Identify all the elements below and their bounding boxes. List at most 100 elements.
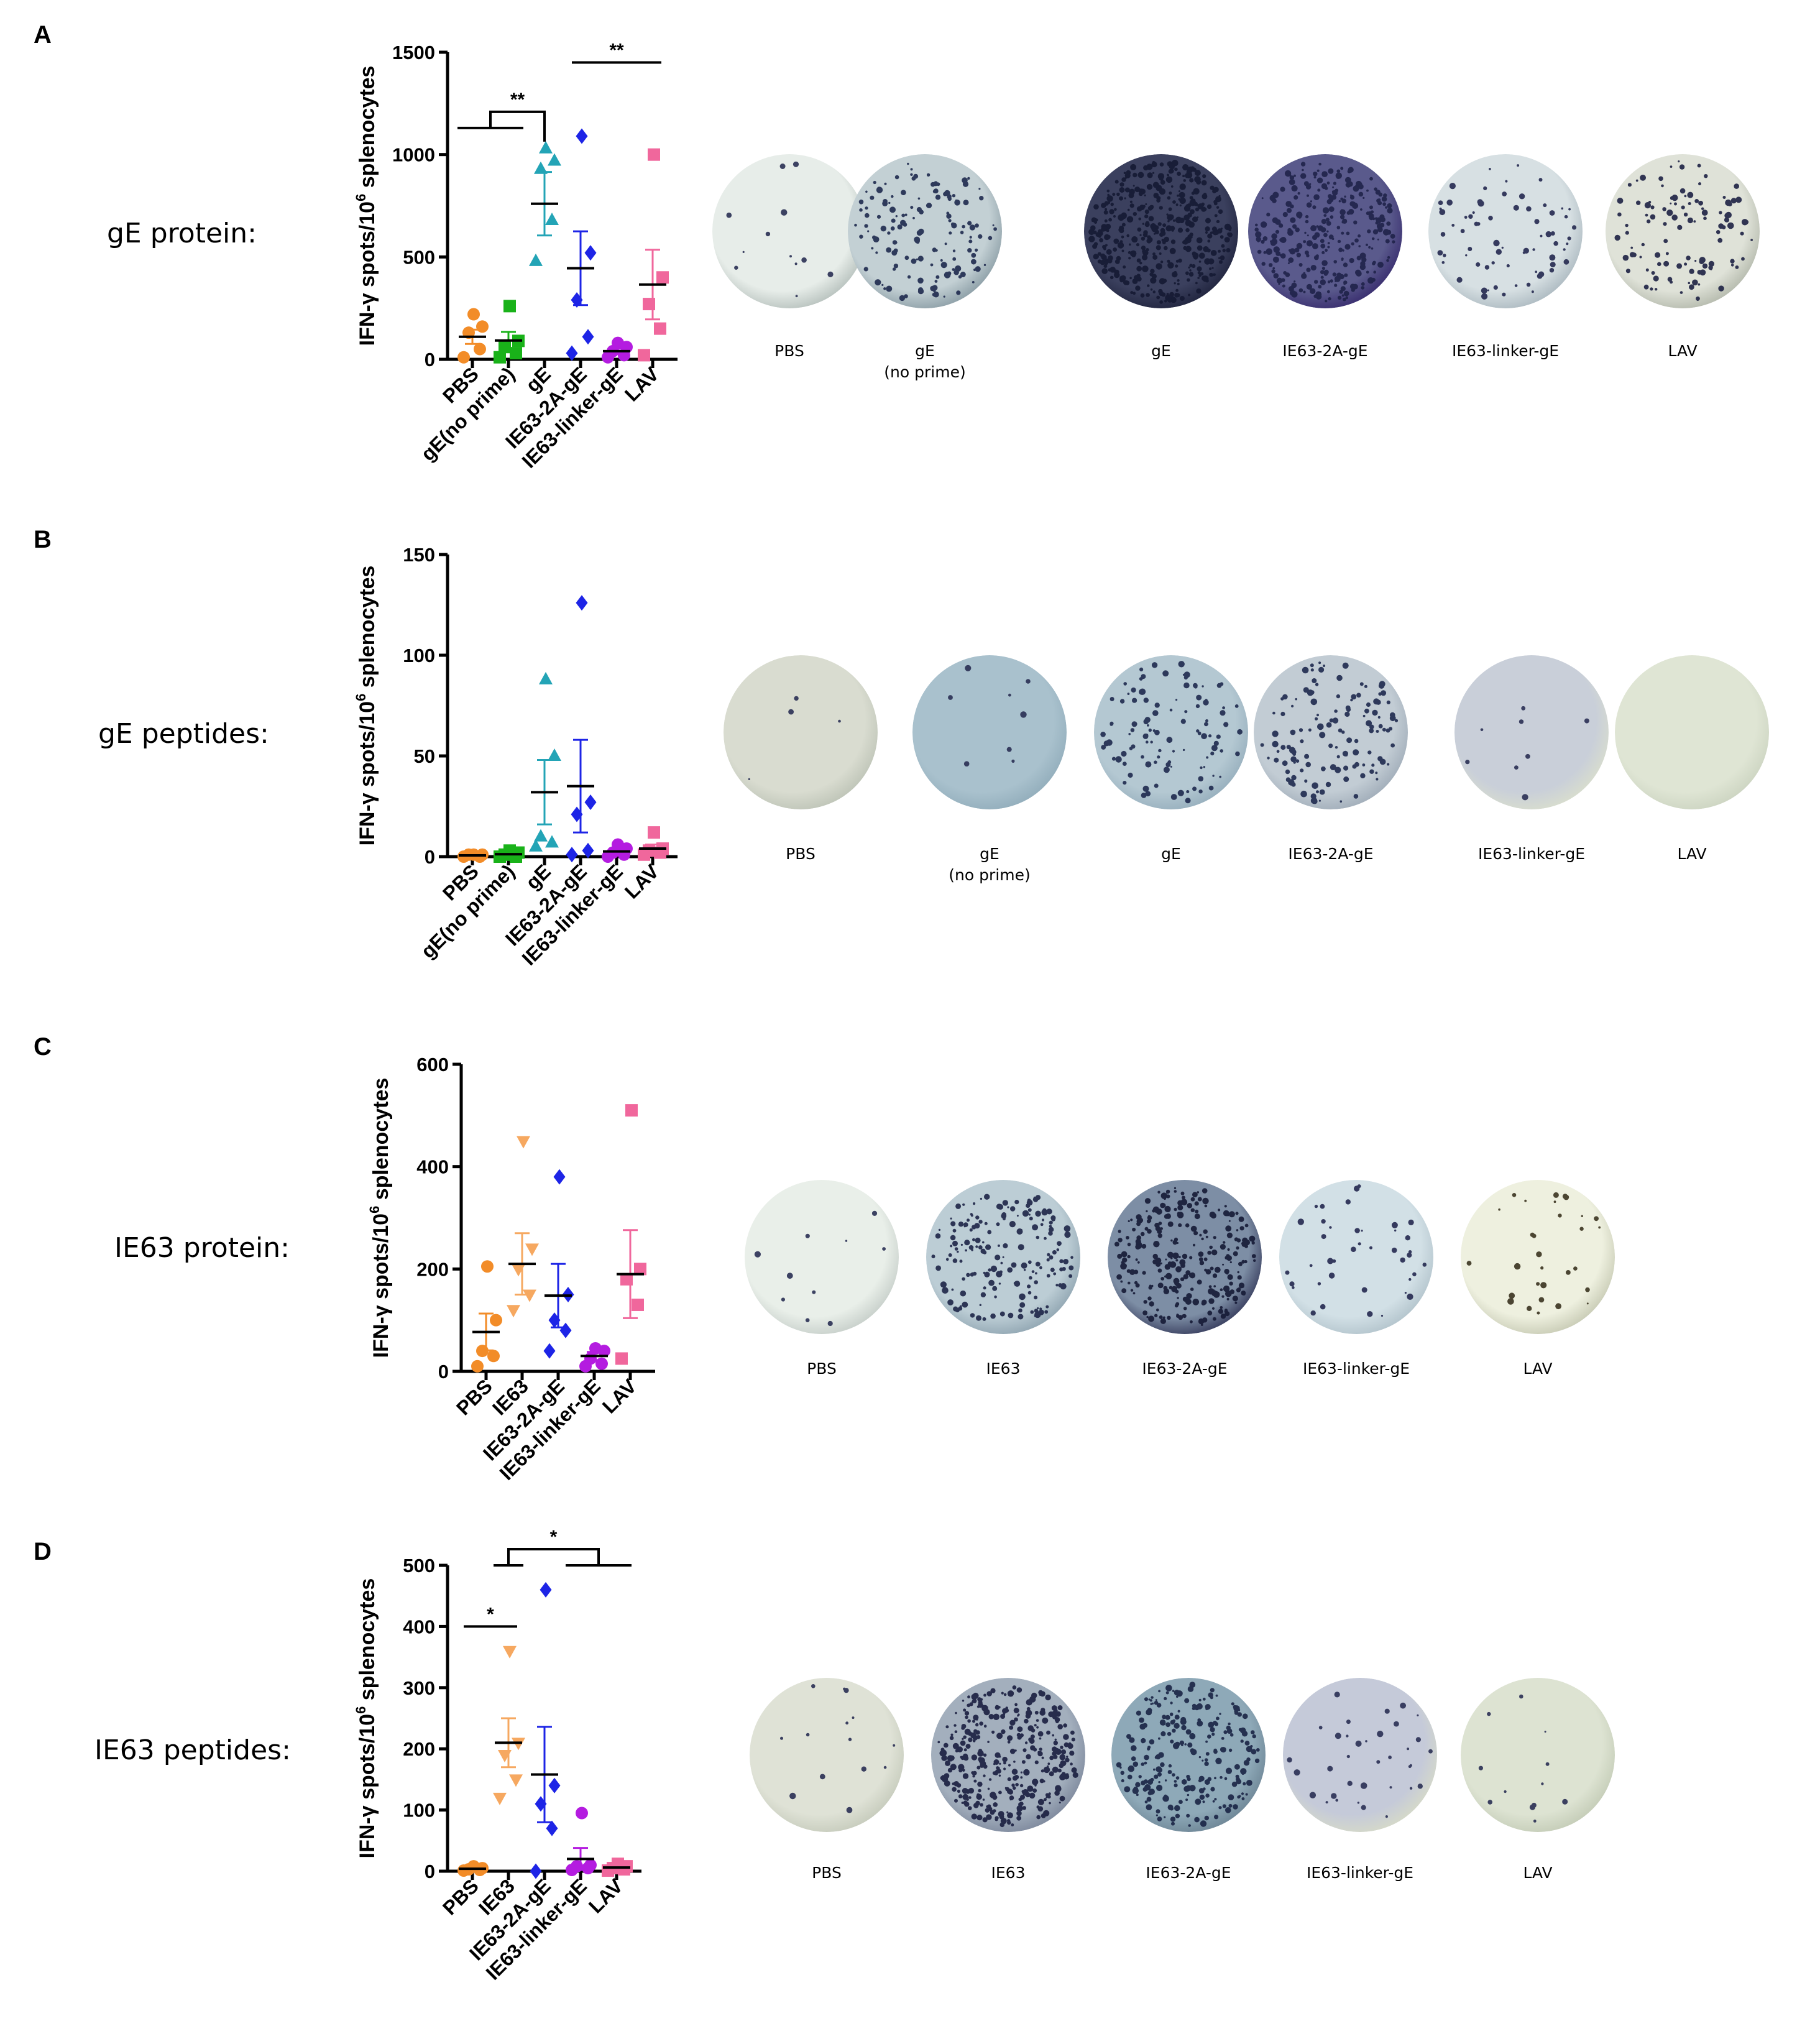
well-spot (988, 236, 993, 241)
well-spot (1310, 225, 1317, 232)
well-background (1279, 1180, 1433, 1334)
well-spot (1328, 743, 1333, 748)
well-spot (795, 295, 798, 298)
well-spot (952, 257, 957, 261)
data-point (471, 1360, 484, 1373)
well-spot (1173, 1278, 1180, 1284)
well-spot (1049, 1255, 1054, 1260)
well-spot (1512, 1193, 1517, 1197)
x-tick-label-pbs: PBS (452, 1374, 497, 1419)
well-spot (1146, 1219, 1151, 1223)
well-spot (1144, 717, 1151, 723)
well-spot (1273, 273, 1279, 279)
well-label-text: IE63-2A-gE (1146, 1864, 1231, 1882)
well-spot (1042, 1208, 1047, 1212)
well-spot (1130, 728, 1135, 732)
well-spot (1199, 1794, 1205, 1800)
well-spot (1716, 230, 1721, 234)
well-spot (1326, 182, 1330, 185)
well-spot (1203, 1257, 1208, 1261)
well-spot (1146, 293, 1150, 297)
well-spot (1188, 266, 1190, 269)
well-spot (1159, 1315, 1163, 1319)
well-spot (1451, 224, 1455, 227)
well-spot (1688, 202, 1691, 205)
well-spot (1655, 252, 1661, 258)
well-spot (1034, 1711, 1039, 1715)
well-spot (955, 1711, 957, 1715)
well-spot (953, 1306, 958, 1312)
well-spot (1702, 263, 1708, 269)
well-spot (1318, 799, 1321, 802)
well-spot (1210, 185, 1215, 190)
well-spot (1032, 1788, 1037, 1793)
well-spot (983, 1764, 988, 1769)
well-spot (1304, 753, 1310, 759)
well-spot (1190, 1320, 1193, 1324)
well-spot (882, 1247, 886, 1251)
well-spot (932, 190, 937, 193)
well-spot (1335, 188, 1339, 193)
well-spot (1145, 791, 1151, 797)
well-spot (1043, 1798, 1047, 1802)
well-spot (1049, 1802, 1051, 1805)
data-point (638, 349, 650, 362)
well-spot (1061, 1772, 1066, 1777)
well-spot (1343, 290, 1349, 297)
well-spot (1136, 1222, 1141, 1227)
well-spot (1526, 206, 1532, 212)
well-spot (1009, 1725, 1014, 1730)
well-spot (975, 1215, 980, 1220)
well-spot (1344, 195, 1346, 198)
well-spot (1428, 1749, 1433, 1754)
y-tick-label: 500 (403, 1555, 435, 1577)
well-spot (1029, 1217, 1033, 1221)
well-spot (1179, 1256, 1181, 1258)
well-spot (953, 1724, 957, 1727)
well-spot (1114, 208, 1117, 211)
well-spot (789, 255, 792, 258)
well-spot (1177, 1297, 1179, 1299)
well-spot (1536, 1251, 1542, 1258)
well-spot (1369, 728, 1374, 734)
well-spot (1202, 1759, 1204, 1762)
well-spot (984, 1271, 990, 1278)
well-spot (1307, 194, 1309, 197)
well-spot (1119, 1766, 1122, 1769)
well-spot (983, 1724, 987, 1728)
well-spot (1325, 300, 1328, 303)
well-spot (1132, 1227, 1136, 1231)
well-spot (1146, 1709, 1152, 1716)
well-spot (1172, 1728, 1176, 1733)
well-spot (1496, 249, 1502, 255)
well-spot (1203, 699, 1209, 706)
well-spots (1114, 1187, 1256, 1326)
well-spot (1156, 263, 1162, 270)
well-spot (861, 1766, 866, 1772)
well-spot (1032, 1224, 1039, 1231)
well-spot (1210, 1688, 1215, 1693)
well-background (750, 1678, 904, 1832)
well-spot (987, 1787, 990, 1790)
well-spot (1145, 203, 1147, 205)
well-spot (1327, 246, 1330, 249)
well-spot (1127, 1774, 1133, 1780)
well-spot (1059, 1259, 1064, 1264)
well-spot (998, 1774, 1001, 1777)
data-point (545, 213, 559, 226)
well-spot (964, 1728, 971, 1735)
well-spot (883, 1765, 887, 1769)
well-spot (1017, 1735, 1022, 1740)
well-spot (1257, 249, 1262, 254)
well-spot (780, 1736, 783, 1740)
well-spot (1161, 231, 1164, 234)
well-spot (1197, 216, 1199, 219)
well-spot (1531, 290, 1534, 293)
well-spot (1377, 262, 1384, 268)
well-spot (1006, 747, 1012, 752)
well-spot (1335, 766, 1341, 773)
well-spot (1198, 1698, 1202, 1701)
panel-letter-a: A (34, 21, 52, 48)
well-spot (1057, 1787, 1059, 1790)
well-spot (1035, 1261, 1041, 1267)
